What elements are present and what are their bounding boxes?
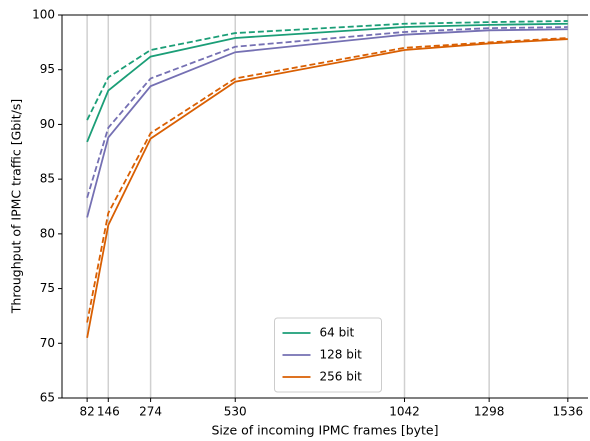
x-tick-label: 274 — [139, 405, 162, 419]
y-tick-label: 90 — [40, 117, 55, 131]
x-tick-label: 146 — [97, 405, 120, 419]
y-tick-label: 70 — [40, 336, 55, 350]
y-tick-label: 85 — [40, 172, 55, 186]
x-tick-label: 1042 — [389, 405, 420, 419]
y-tick-label: 100 — [32, 8, 55, 22]
series-line — [86, 37, 568, 323]
x-tick-label: 1298 — [474, 405, 505, 419]
legend-box — [274, 317, 382, 393]
series-line — [86, 26, 568, 199]
y-tick-label: 95 — [40, 62, 55, 76]
y-tick-label: 75 — [40, 281, 55, 295]
y-axis-label: Throughput of IPMC traffic [Gbit/s] — [9, 99, 24, 314]
x-tick-label: 82 — [79, 405, 94, 419]
series-line — [86, 22, 568, 143]
legend-label: 64 bit — [320, 326, 355, 340]
series-line — [86, 38, 568, 338]
legend: 64 bit 128 bit 256 bit — [274, 317, 382, 393]
y-tick-label: 65 — [40, 391, 55, 405]
y-tick-label: 80 — [40, 226, 55, 240]
x-tick-label: 1536 — [553, 405, 584, 419]
legend-label: 128 bit — [320, 348, 363, 362]
x-tick-label: 530 — [224, 405, 247, 419]
series-line — [86, 20, 568, 121]
legend-label: 256 bit — [320, 370, 363, 384]
x-axis-label: Size of incoming IPMC frames [byte] — [212, 423, 439, 438]
series-line — [86, 28, 568, 218]
